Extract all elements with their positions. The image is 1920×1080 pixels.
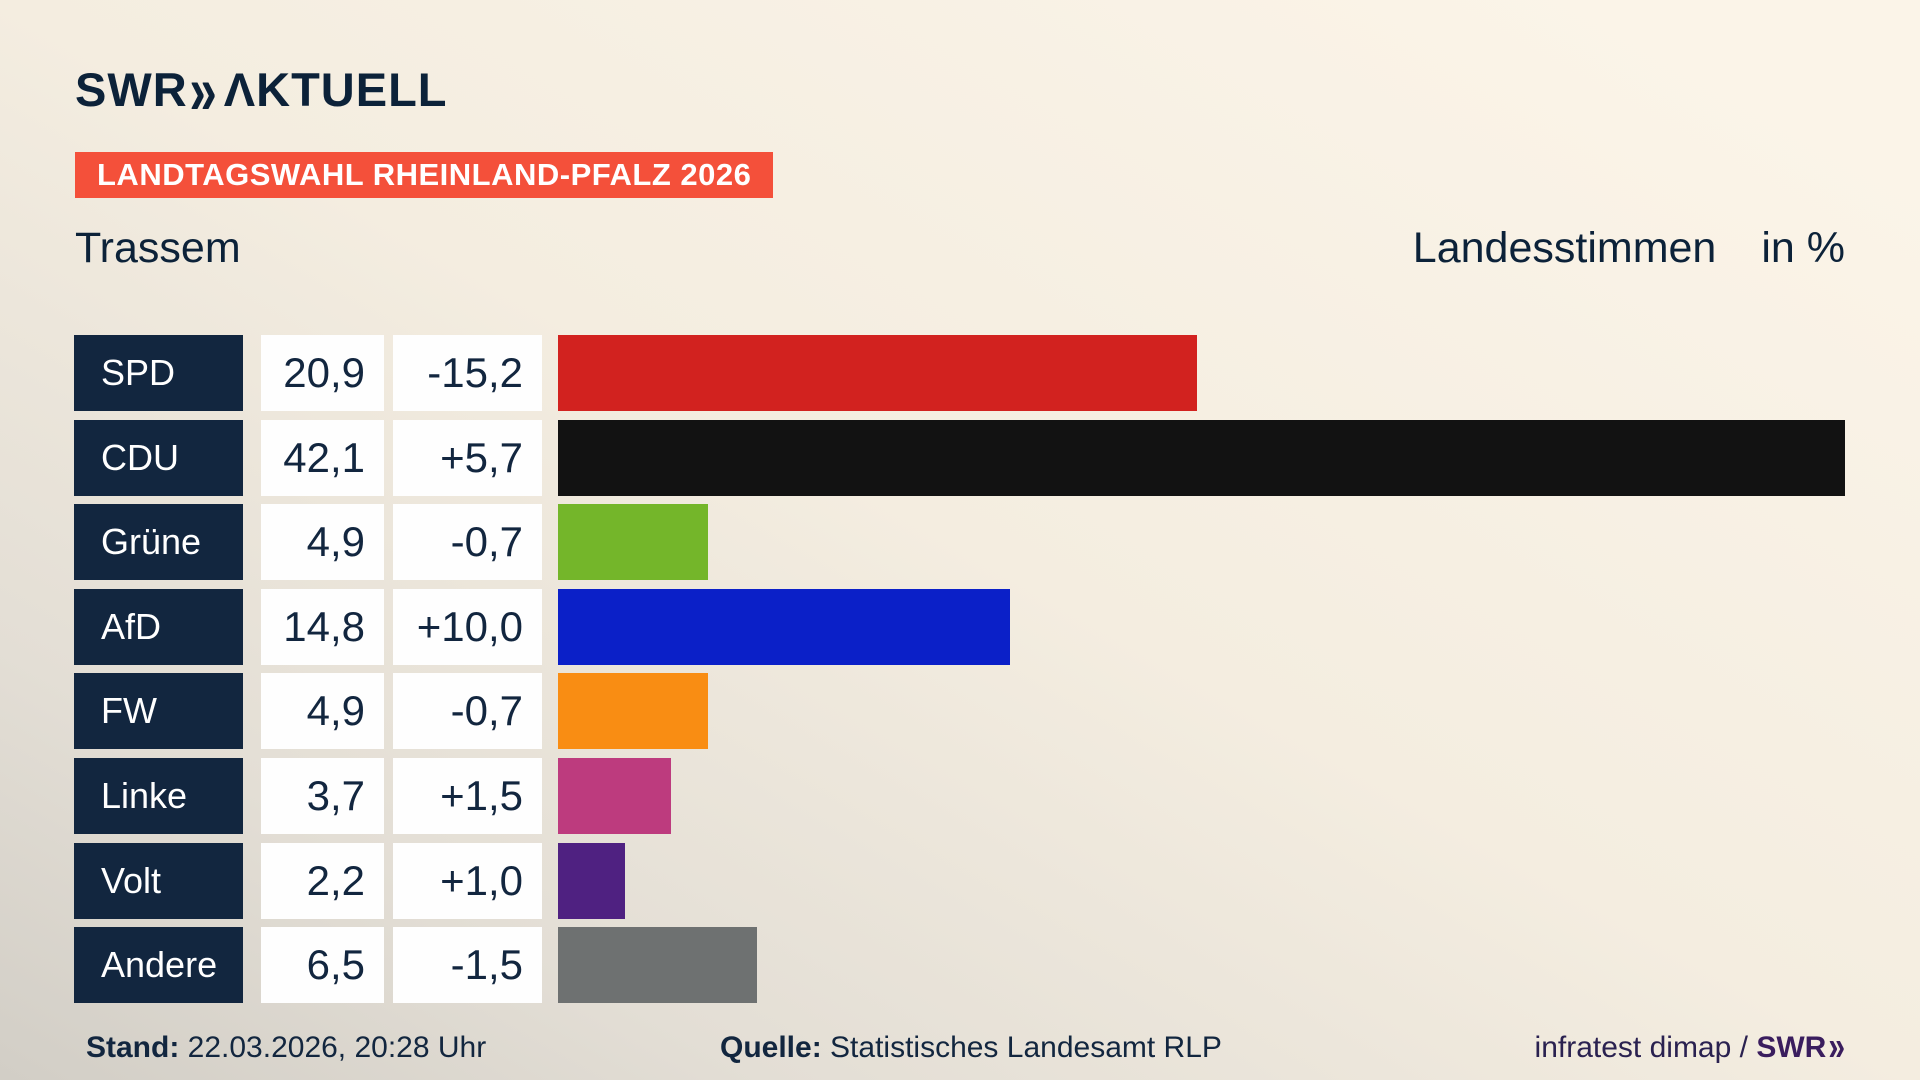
credit-text: infratest dimap / xyxy=(1534,1031,1757,1064)
party-label: Andere xyxy=(74,927,243,1004)
source-label: Quelle: xyxy=(720,1031,822,1064)
table-row: Grüne 4,9 -0,7 xyxy=(74,504,1845,581)
bar-track xyxy=(558,927,1845,1004)
bar-track xyxy=(558,504,1845,581)
swr-aktuell-logo: SWR» ΛKTUELL xyxy=(75,51,448,128)
result-bar xyxy=(558,927,757,1004)
election-badge: LANDTAGSWAHL RHEINLAND-PFALZ 2026 xyxy=(75,152,774,198)
diff-cell: -15,2 xyxy=(393,335,542,411)
table-row: AfD 14,8 +10,0 xyxy=(74,588,1845,665)
party-label: Volt xyxy=(74,842,243,919)
value-cell: 42,1 xyxy=(261,419,384,496)
stand-label: Stand: xyxy=(86,1031,180,1064)
source-value: Statistisches Landesamt RLP xyxy=(821,1031,1222,1064)
credit-note: infratest dimap / SWR» xyxy=(1534,1025,1845,1070)
party-label: CDU xyxy=(74,419,243,496)
bar-track xyxy=(558,673,1845,750)
measure-title: Landesstimmen in % xyxy=(1413,224,1845,273)
bar-track xyxy=(558,419,1845,496)
diff-cell: +1,5 xyxy=(393,757,542,834)
results-table: SPD 20,9 -15,2 CDU 42,1 +5,7 Grüne 4,9 -… xyxy=(74,335,1845,1004)
party-label: Linke xyxy=(74,757,243,834)
table-row: Andere 6,5 -1,5 xyxy=(74,927,1845,1004)
diff-cell: -0,7 xyxy=(393,504,542,581)
table-row: CDU 42,1 +5,7 xyxy=(74,419,1845,496)
bar-track xyxy=(558,588,1845,665)
value-cell: 4,9 xyxy=(261,504,384,581)
municipality-title: Trassem xyxy=(75,224,241,272)
result-bar xyxy=(558,335,1197,411)
result-bar xyxy=(558,419,1845,496)
value-cell: 4,9 xyxy=(261,673,384,750)
unit-label: in % xyxy=(1761,224,1845,272)
result-bar xyxy=(558,757,672,834)
value-cell: 3,7 xyxy=(261,757,384,834)
result-bar xyxy=(558,673,708,750)
credit-chevrons-icon: » xyxy=(1828,1025,1845,1070)
stand-timestamp: Stand: 22.03.2026, 20:28 Uhr xyxy=(86,1031,486,1065)
party-label: SPD xyxy=(74,335,243,411)
diff-cell: -1,5 xyxy=(393,927,542,1004)
result-bar xyxy=(558,842,626,919)
value-cell: 2,2 xyxy=(261,842,384,919)
bar-track xyxy=(558,842,1845,919)
value-cell: 14,8 xyxy=(261,588,384,665)
table-row: Volt 2,2 +1,0 xyxy=(74,842,1845,919)
result-bar xyxy=(558,588,1011,665)
stand-value: 22.03.2026, 20:28 Uhr xyxy=(179,1031,487,1064)
measure-label: Landesstimmen xyxy=(1412,224,1717,272)
value-cell: 20,9 xyxy=(261,335,384,411)
party-label: AfD xyxy=(74,588,243,665)
diff-cell: +10,0 xyxy=(393,588,542,665)
table-row: FW 4,9 -0,7 xyxy=(74,673,1845,750)
diff-cell: +1,0 xyxy=(393,842,542,919)
logo-swr-text: SWR xyxy=(75,63,188,116)
result-bar xyxy=(558,504,708,581)
source-note: Quelle: Statistisches Landesamt RLP xyxy=(720,1031,1222,1065)
table-row: SPD 20,9 -15,2 xyxy=(74,335,1845,411)
bar-track xyxy=(558,757,1845,834)
value-cell: 6,5 xyxy=(261,927,384,1004)
diff-cell: -0,7 xyxy=(393,673,542,750)
logo-chevrons-icon: » xyxy=(189,51,216,128)
credit-swr-text: SWR xyxy=(1756,1031,1827,1064)
bar-track xyxy=(558,335,1845,411)
party-label: FW xyxy=(74,673,243,750)
table-row: Linke 3,7 +1,5 xyxy=(74,757,1845,834)
logo-aktuell-text: ΛKTUELL xyxy=(223,63,448,116)
diff-cell: +5,7 xyxy=(393,419,542,496)
party-label: Grüne xyxy=(74,504,243,581)
